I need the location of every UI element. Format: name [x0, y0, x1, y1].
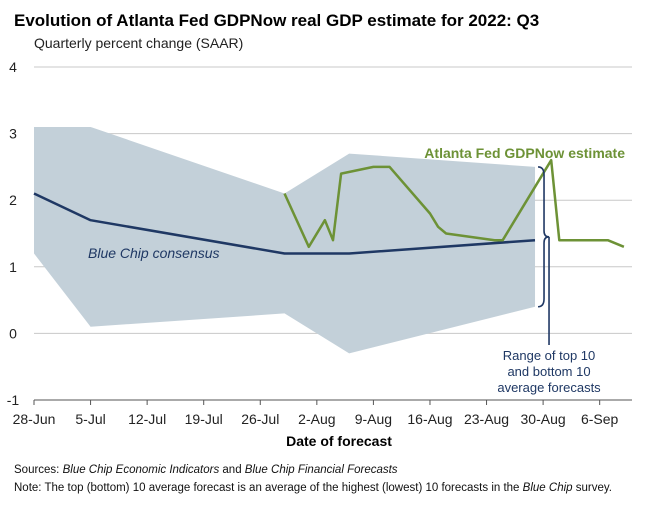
range-annotation-line: and bottom 10 — [507, 364, 590, 379]
x-tick-label: 6-Sep — [581, 411, 619, 427]
sources-part1: Blue Chip Economic Indicators — [62, 464, 220, 476]
note-footnote: Note: The top (bottom) 10 average foreca… — [14, 480, 644, 496]
y-tick-label: -1 — [7, 392, 20, 408]
sources-footnote: Sources: Blue Chip Economic Indicators a… — [14, 462, 644, 478]
sources-part2: Blue Chip Financial Forecasts — [244, 464, 398, 476]
gdpnow-line — [283, 158, 625, 249]
x-tick-label: 12-Jul — [128, 411, 166, 427]
range-band — [34, 126, 536, 354]
x-tick-label: 9-Aug — [355, 411, 392, 427]
x-tick-label: 28-Jun — [13, 411, 56, 427]
sources-label: Sources: — [14, 464, 60, 476]
x-tick-label: 23-Aug — [464, 411, 509, 427]
note-italic: Blue Chip — [522, 482, 573, 494]
gdpnow-annotation: Atlanta Fed GDPNow estimate — [424, 145, 625, 161]
x-tick-label: 2-Aug — [298, 411, 335, 427]
y-tick-label: 0 — [9, 325, 17, 341]
x-tick-label: 30-Aug — [521, 411, 566, 427]
series-layer — [33, 158, 625, 255]
annotation-layer: Atlanta Fed GDPNow estimate Blue Chip con… — [88, 145, 625, 395]
range-bracket — [537, 166, 550, 308]
note-end: survey. — [575, 482, 612, 494]
y-tick-label: 3 — [9, 126, 17, 142]
x-tick-label: 26-Jul — [241, 411, 279, 427]
note-label: Note: — [14, 482, 42, 494]
range-annotation-line: Range of top 10 — [503, 348, 596, 363]
y-tick-label: 1 — [9, 259, 17, 275]
axis-layer: -1 0 1 2 3 4 28-Jun 5-Jul 12-Jul 19-Jul 26-Jul 2-Au… — [7, 59, 632, 427]
chart-title: Evolution of Atlanta Fed GDPNow real GDP… — [14, 11, 539, 30]
bluechip-line — [33, 192, 536, 255]
y-tick-label: 2 — [9, 192, 17, 208]
range-annotation-line: average forecasts — [497, 380, 601, 395]
sources-and: and — [222, 464, 242, 476]
bluechip-annotation: Blue Chip consensus — [88, 245, 220, 261]
x-tick-label: 5-Jul — [75, 411, 105, 427]
y-tick-label: 4 — [9, 59, 17, 75]
range-band-layer — [34, 126, 536, 354]
x-tick-label: 19-Jul — [185, 411, 223, 427]
x-axis-label: Date of forecast — [286, 433, 392, 449]
x-tick-label: 16-Aug — [407, 411, 452, 427]
note-text: The top (bottom) 10 average forecast is … — [44, 482, 520, 494]
chart-subtitle: Quarterly percent change (SAAR) — [34, 35, 243, 51]
